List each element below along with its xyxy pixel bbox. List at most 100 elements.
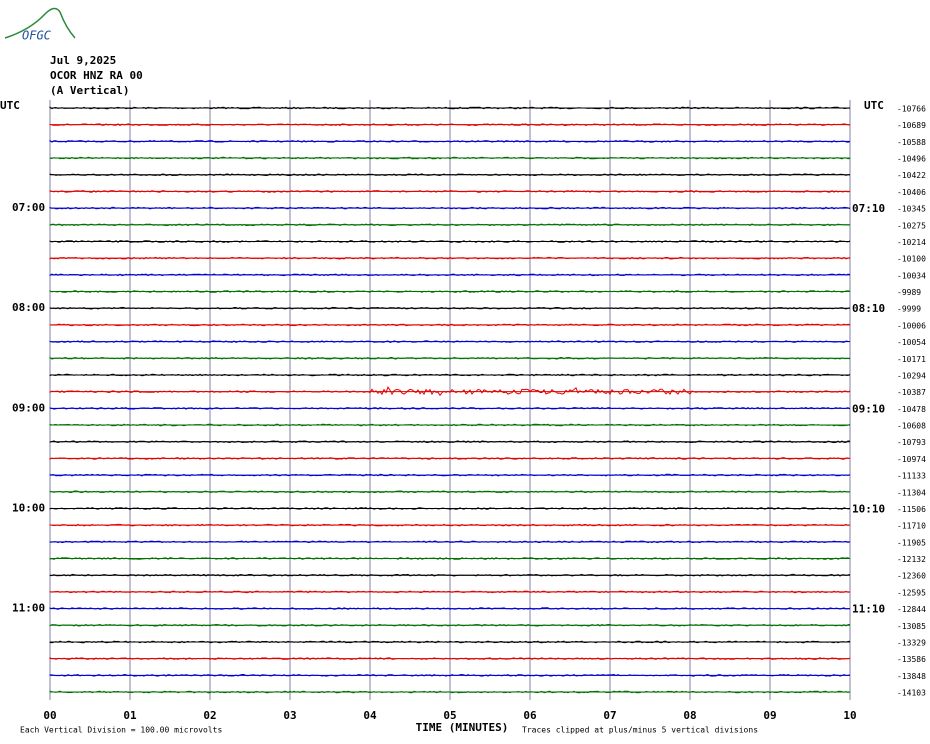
offset-label: -11710 [897, 522, 926, 531]
left-hour-label: 07:00 [12, 201, 45, 214]
trace [49, 173, 851, 177]
right-zone: UTC [864, 99, 884, 112]
trace [49, 106, 851, 110]
trace [49, 473, 851, 477]
date: Jul 9,2025 [50, 54, 116, 67]
left-hour-label: 11:00 [12, 602, 45, 615]
trace [49, 223, 851, 227]
trace [49, 673, 851, 677]
trace [49, 373, 851, 377]
trace [49, 290, 851, 293]
trace [49, 323, 850, 327]
trace [49, 156, 851, 160]
offset-label: -11506 [897, 505, 926, 514]
offset-label: -10766 [897, 105, 926, 114]
clip-note: Traces clipped at plus/minus 5 vertical … [522, 726, 758, 735]
trace [49, 657, 851, 661]
x-tick-label: 06 [523, 709, 537, 722]
offset-label: -10478 [897, 405, 926, 414]
offset-label: -10588 [897, 138, 926, 147]
trace [49, 623, 851, 627]
offset-label: -10034 [897, 271, 926, 280]
trace [49, 690, 851, 694]
offset-label: -9989 [897, 288, 921, 297]
offset-label: -14103 [897, 689, 926, 698]
x-tick-label: 08 [683, 709, 696, 722]
offset-label: -10974 [897, 455, 926, 464]
offset-label: -9999 [897, 305, 921, 314]
trace [49, 540, 851, 544]
logo: OFGC [22, 29, 52, 43]
x-tick-label: 09 [763, 709, 776, 722]
offset-label: -11133 [897, 472, 926, 481]
trace [49, 139, 851, 143]
offset-label: -10387 [897, 388, 926, 397]
trace [49, 385, 851, 397]
offset-label: -12595 [897, 588, 926, 597]
left-zone: UTC [0, 99, 20, 112]
trace [49, 256, 851, 260]
trace [49, 490, 851, 494]
right-hour-label: 11:10 [852, 603, 885, 616]
trace [49, 189, 851, 193]
offset-label: -10054 [897, 338, 926, 347]
x-axis-title: TIME (MINUTES) [416, 721, 509, 734]
trace [49, 123, 850, 127]
trace [49, 440, 851, 444]
right-hour-label: 08:10 [852, 302, 885, 315]
logo-arc [4, 7, 76, 39]
offset-label: -12132 [897, 555, 926, 564]
trace [49, 457, 851, 461]
offset-label: -13085 [897, 622, 926, 631]
trace [49, 523, 851, 527]
offset-label: -10422 [897, 171, 926, 180]
left-hour-label: 08:00 [12, 301, 45, 314]
offset-label: -10100 [897, 255, 926, 264]
trace [49, 590, 851, 594]
offset-label: -12844 [897, 605, 926, 614]
component: (A Vertical) [50, 84, 129, 97]
offset-label: -10689 [897, 121, 926, 130]
x-tick-label: 03 [283, 709, 296, 722]
offset-label: -10006 [897, 321, 926, 330]
left-hour-label: 09:00 [12, 401, 45, 414]
station: OCOR HNZ RA 00 [50, 69, 143, 82]
x-tick-label: 04 [363, 709, 377, 722]
x-tick-label: 02 [203, 709, 216, 722]
trace [49, 607, 851, 610]
x-tick-label: 05 [443, 709, 456, 722]
offset-label: -10496 [897, 155, 926, 164]
trace [49, 557, 851, 560]
offset-label: -10345 [897, 205, 926, 214]
scale-note: Each Vertical Division = 100.00 microvol… [20, 726, 222, 735]
trace [49, 206, 851, 210]
x-tick-label: 07 [603, 709, 616, 722]
x-tick-label: 10 [843, 709, 856, 722]
offset-label: -13329 [897, 638, 926, 647]
offset-label: -10171 [897, 355, 926, 364]
offset-label: -11905 [897, 538, 926, 547]
offset-label: -11304 [897, 488, 926, 497]
trace [49, 306, 851, 310]
right-hour-label: 10:10 [852, 502, 885, 515]
offset-label: -13848 [897, 672, 926, 681]
trace [49, 640, 851, 644]
offset-label: -13586 [897, 655, 926, 664]
offset-label: -10608 [897, 422, 926, 431]
trace [49, 356, 851, 360]
trace [49, 573, 851, 577]
right-hour-label: 09:10 [852, 402, 885, 415]
trace [49, 240, 851, 243]
trace [49, 406, 851, 410]
right-hour-label: 07:10 [852, 202, 885, 215]
trace [49, 340, 851, 343]
offset-label: -10214 [897, 238, 926, 247]
left-hour-label: 10:00 [12, 501, 45, 514]
x-tick-label: 00 [43, 709, 56, 722]
trace [49, 507, 851, 510]
offset-label: -10793 [897, 438, 926, 447]
offset-label: -10406 [897, 188, 926, 197]
trace [49, 273, 851, 277]
offset-label: -12360 [897, 572, 926, 581]
